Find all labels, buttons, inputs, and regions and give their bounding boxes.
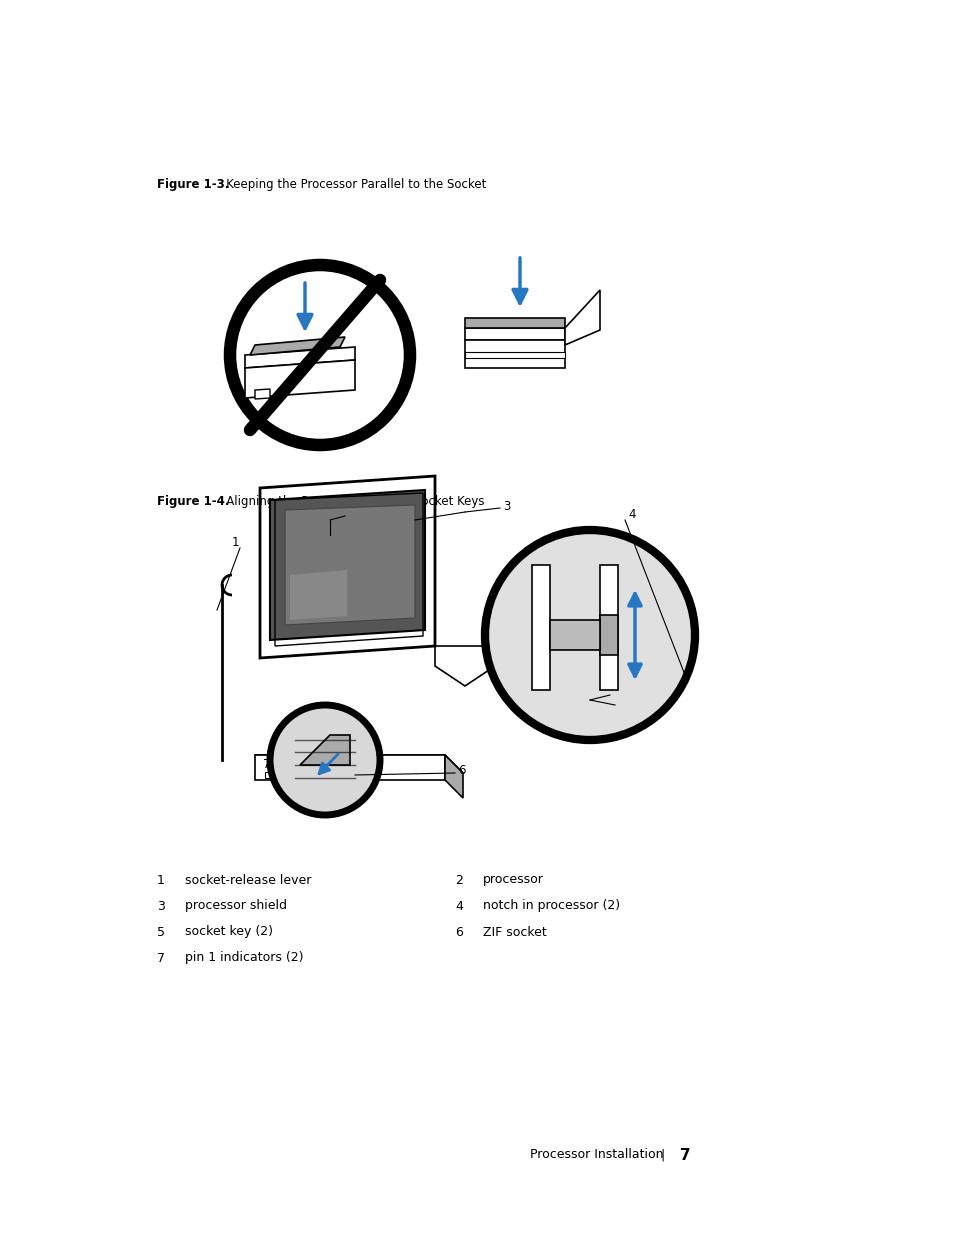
Text: Figure 1-4.: Figure 1-4. (157, 495, 230, 508)
Polygon shape (245, 347, 355, 368)
Text: 6: 6 (457, 764, 465, 778)
Text: socket-release lever: socket-release lever (185, 873, 311, 887)
Text: Processor Installation: Processor Installation (530, 1149, 662, 1161)
Text: 6: 6 (455, 925, 462, 939)
Text: 7: 7 (157, 951, 165, 965)
Text: 1: 1 (157, 873, 165, 887)
Polygon shape (444, 755, 462, 798)
Polygon shape (285, 505, 415, 625)
Polygon shape (254, 755, 462, 773)
Text: processor: processor (482, 873, 543, 887)
Text: Keeping the Processor Parallel to the Socket: Keeping the Processor Parallel to the So… (214, 178, 486, 191)
Polygon shape (564, 290, 599, 345)
Text: Aligning the Processor with the Socket Keys: Aligning the Processor with the Socket K… (214, 495, 484, 508)
Text: 7: 7 (679, 1147, 690, 1162)
Text: notch in processor (2): notch in processor (2) (482, 899, 619, 913)
Polygon shape (464, 317, 564, 329)
Circle shape (273, 708, 376, 811)
Polygon shape (464, 352, 564, 358)
Polygon shape (245, 359, 355, 398)
Text: processor shield: processor shield (185, 899, 287, 913)
Text: 4: 4 (627, 509, 635, 521)
Text: socket key (2): socket key (2) (185, 925, 273, 939)
Polygon shape (254, 389, 270, 399)
Polygon shape (299, 735, 350, 764)
Polygon shape (550, 620, 599, 650)
Polygon shape (599, 615, 618, 655)
Polygon shape (285, 772, 296, 778)
Polygon shape (290, 571, 347, 620)
Polygon shape (599, 564, 618, 690)
Text: 5: 5 (618, 695, 625, 709)
Polygon shape (270, 490, 424, 640)
Polygon shape (265, 772, 276, 778)
Text: 2: 2 (455, 873, 462, 887)
Polygon shape (435, 646, 495, 685)
Polygon shape (464, 329, 564, 340)
Text: 1: 1 (232, 536, 239, 548)
Text: 7: 7 (263, 758, 271, 772)
Text: pin 1 indicators (2): pin 1 indicators (2) (185, 951, 303, 965)
Text: 2: 2 (348, 506, 355, 520)
Text: 3: 3 (502, 499, 510, 513)
Polygon shape (254, 755, 444, 781)
Text: 5: 5 (157, 925, 165, 939)
Polygon shape (464, 340, 564, 368)
Text: |: | (659, 1149, 663, 1161)
Text: ZIF socket: ZIF socket (482, 925, 546, 939)
Text: 3: 3 (157, 899, 165, 913)
Polygon shape (250, 337, 345, 354)
Text: Figure 1-3.: Figure 1-3. (157, 178, 229, 191)
Circle shape (489, 534, 690, 736)
Text: 4: 4 (455, 899, 462, 913)
Polygon shape (532, 564, 550, 690)
